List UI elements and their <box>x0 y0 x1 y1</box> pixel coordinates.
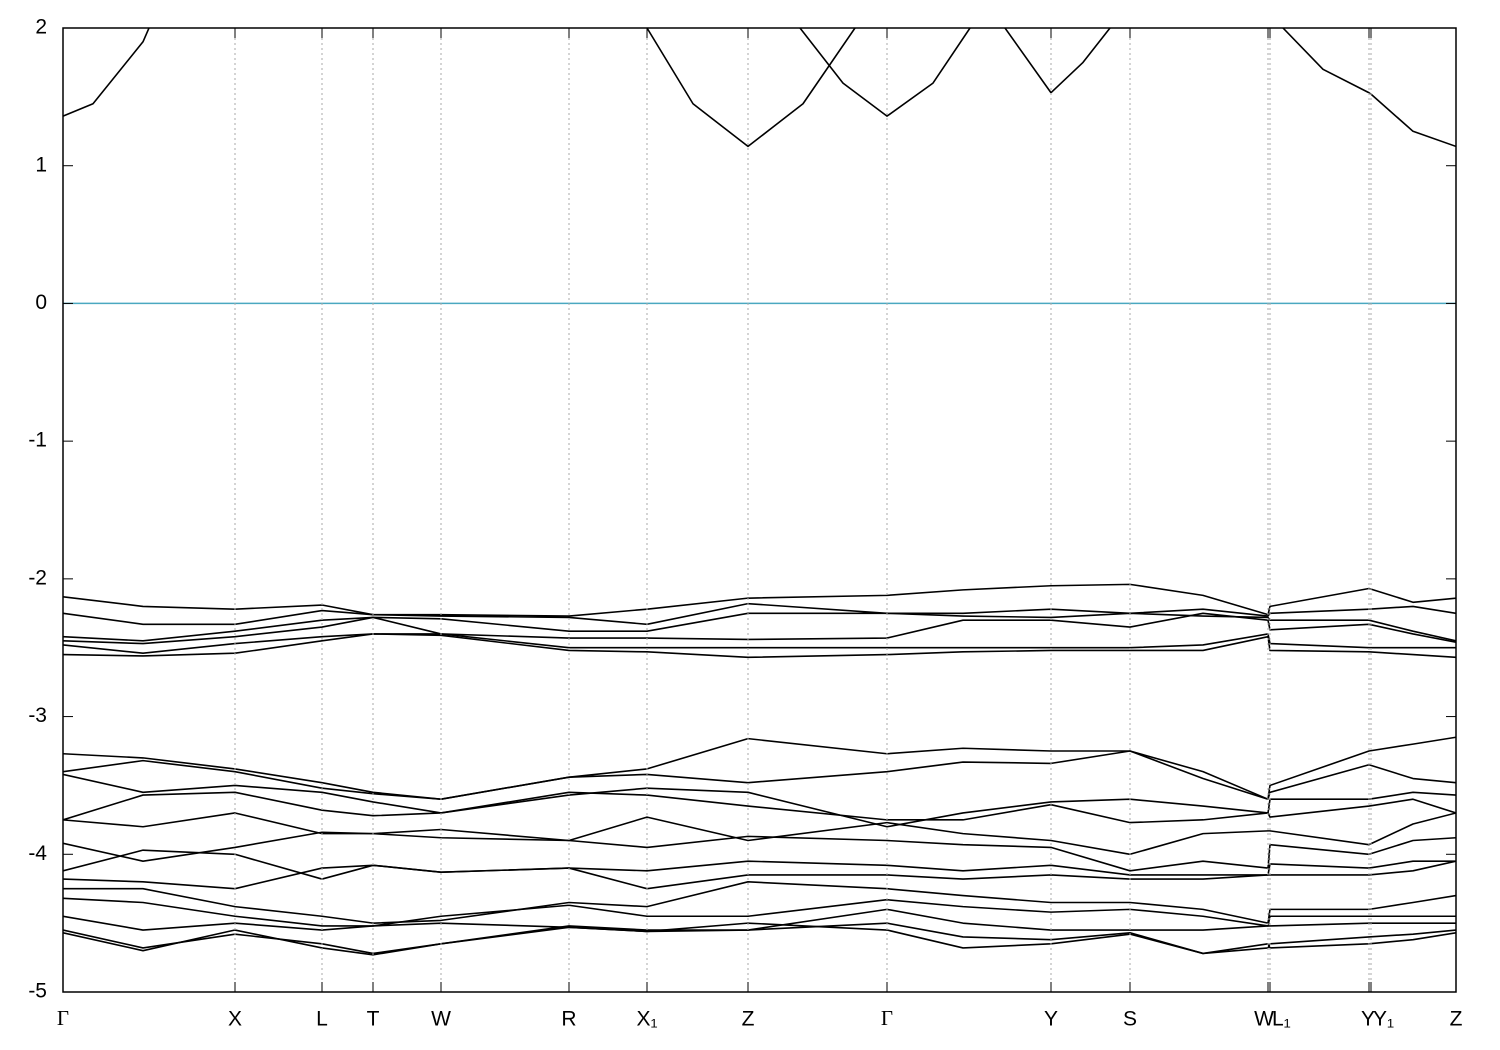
x-tick-label: W <box>1254 1008 1274 1031</box>
x-tick-label: Y <box>1361 1008 1375 1031</box>
band-line <box>63 897 1456 927</box>
band-line <box>63 28 150 117</box>
band-line <box>63 633 1456 655</box>
band-line <box>63 812 1456 856</box>
x-tick-label: Z <box>742 1008 755 1031</box>
band-line <box>63 583 1456 617</box>
x-tick-label: L <box>316 1008 328 1031</box>
band-line <box>1282 28 1456 148</box>
band-line <box>646 28 857 148</box>
plot-area <box>63 28 1456 956</box>
y-tick-label: -4 <box>28 842 47 865</box>
y-tick-label: 0 <box>35 291 47 314</box>
x-tick-label: T <box>367 1008 380 1031</box>
x-tick-label: R <box>561 1008 576 1031</box>
y-tick-label: -3 <box>28 704 47 727</box>
band-line <box>799 28 971 117</box>
y-tick-label: -2 <box>28 566 47 589</box>
x-tick-label: Γ <box>57 1006 69 1030</box>
x-tick-label: L₁ <box>1272 1008 1291 1031</box>
plot-frame <box>62 27 1457 993</box>
x-tick-label: Y <box>1044 1008 1058 1031</box>
y-tick-label: 2 <box>35 16 47 39</box>
band-line <box>63 791 1456 824</box>
y-tick-label: -5 <box>28 980 47 1003</box>
x-tick-label: Z <box>1450 1008 1463 1031</box>
x-tick-label: S <box>1123 1008 1137 1031</box>
x-tick-label: X₁ <box>636 1008 657 1031</box>
x-tick-label: W <box>431 1008 451 1031</box>
y-tick-label: 1 <box>35 153 47 176</box>
y-tick-label: -1 <box>28 429 47 452</box>
band-line <box>1004 28 1111 94</box>
x-tick-label: X <box>228 1008 242 1031</box>
x-tick-label: Γ <box>881 1006 893 1030</box>
band-line <box>63 881 1456 924</box>
x-tick-label: Y₁ <box>1373 1008 1394 1031</box>
band-line <box>63 736 1456 800</box>
